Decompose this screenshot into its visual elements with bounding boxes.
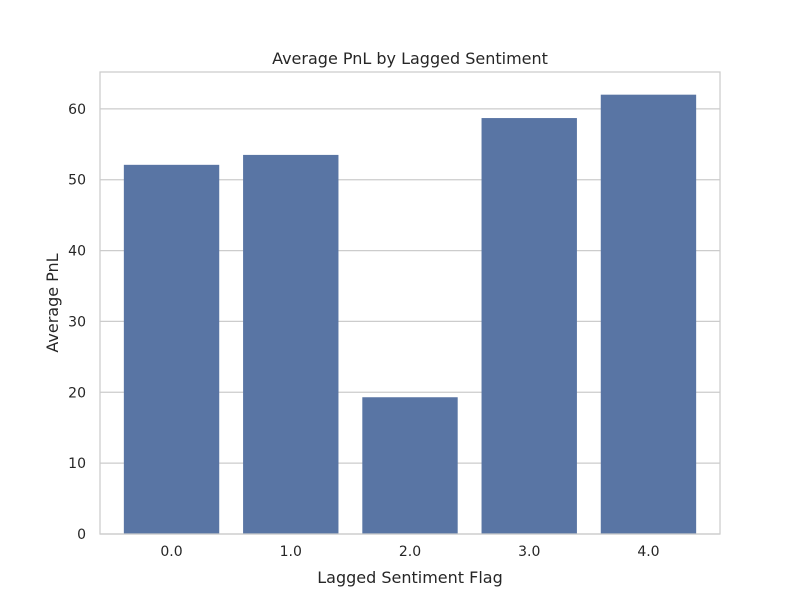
y-tick-label: 20 [68, 385, 86, 401]
x-tick-label: 1.0 [280, 544, 302, 560]
y-tick-label: 60 [68, 102, 86, 118]
bar-0-0 [123, 164, 220, 535]
x-tick-label: 2.0 [399, 544, 421, 560]
y-tick-label: 40 [68, 244, 86, 260]
y-tick-label: 30 [68, 314, 86, 330]
bars [123, 94, 697, 535]
bar-2-0 [362, 397, 458, 534]
bar-3-0 [481, 118, 577, 534]
x-tick-label: 0.0 [160, 544, 182, 560]
y-tick-label: 0 [77, 527, 86, 543]
x-axis-label: Lagged Sentiment Flag [317, 568, 503, 587]
y-tick-label: 10 [68, 456, 86, 472]
chart-title: Average PnL by Lagged Sentiment [272, 49, 548, 68]
x-tick-labels: 0.0 1.0 2.0 3.0 4.0 [160, 544, 659, 560]
bar-1-0 [243, 154, 339, 534]
x-tick-label: 3.0 [518, 544, 540, 560]
y-tick-labels: 0 10 20 30 40 50 60 [68, 102, 86, 543]
x-tick-label: 4.0 [637, 544, 659, 560]
plot-frame [99, 71, 721, 535]
bar-4-0 [600, 94, 697, 535]
y-tick-label: 50 [68, 173, 86, 189]
y-axis-label: Average PnL [43, 253, 62, 352]
